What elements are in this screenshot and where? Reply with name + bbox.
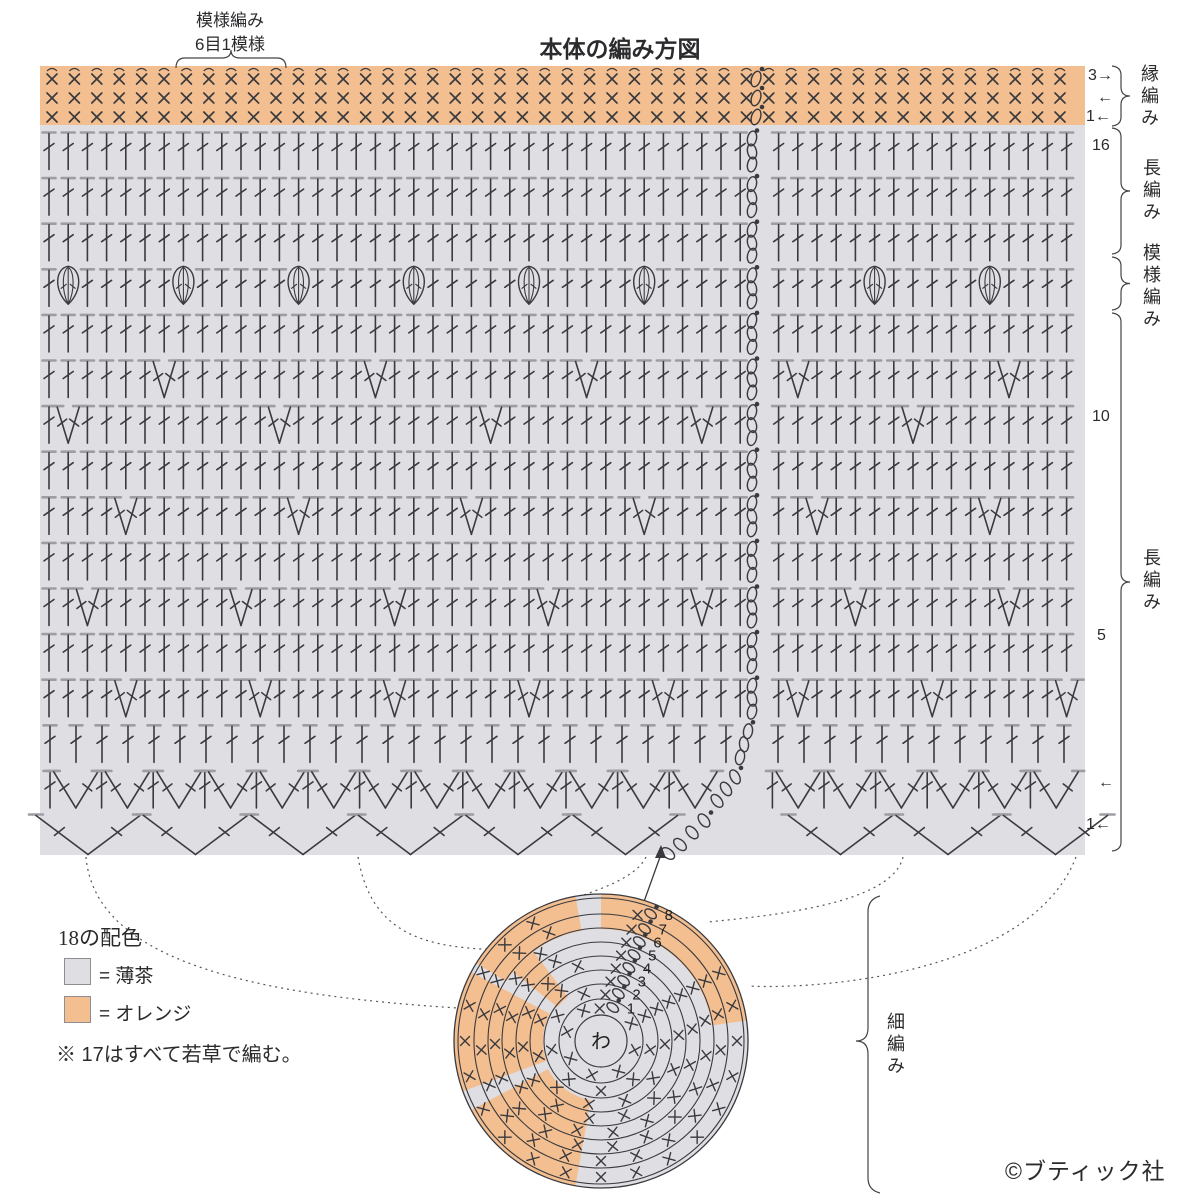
row-mark-3: 3→: [1088, 67, 1113, 84]
legend-swatch-orange: [64, 996, 91, 1023]
stitch-row-5: [41, 629, 1075, 675]
turning-chain: [746, 265, 760, 310]
ring-number-2: 2: [632, 987, 640, 1004]
orange-wedge: [601, 894, 747, 1026]
stitch-row-1: [27, 810, 1116, 861]
ring-number-4: 4: [643, 961, 651, 978]
color-note: ※ 17はすべて若草で編む。: [56, 1044, 302, 1066]
turning-chain: [734, 720, 756, 766]
stitch-row-6: [41, 584, 1075, 629]
row-mark-1-edge: 1←: [1086, 108, 1111, 125]
legend-label-light-brown: = 薄茶: [99, 966, 154, 987]
orange-wedge: [454, 1041, 547, 1092]
orange-wedge: [454, 971, 550, 1041]
magic-ring-label: わ: [591, 1031, 611, 1053]
stitch-row-12: [41, 310, 1075, 355]
side-label-edge-crochet: 縁編み: [1139, 64, 1159, 130]
row-mark-arrow-b: ←: [1098, 774, 1114, 791]
orange-wedge: [471, 1069, 591, 1186]
stitch-row-15: [41, 173, 1075, 219]
copyright: ©ブティック社: [1005, 1158, 1166, 1184]
ring-number-5: 5: [648, 948, 656, 965]
chart-background: [40, 66, 1085, 855]
legend-heading: 18の配色: [58, 926, 142, 950]
side-label-pattern-stitch: 模様編み: [1141, 243, 1161, 331]
circle-stitches: [459, 916, 743, 1183]
edge-band-stitches: [46, 66, 1066, 126]
ring-number-1: 1: [627, 1000, 635, 1017]
ring-number-3: 3: [638, 974, 646, 991]
row-mark-1-body: 1←: [1086, 816, 1111, 833]
chart-body-stitches: [27, 128, 1116, 861]
stitch-row-7: [41, 538, 1075, 583]
stitch-row-8: [41, 493, 1075, 538]
legend-label-orange: = オレンジ: [99, 1004, 192, 1025]
turning-chain: [746, 356, 760, 401]
turning-chain: [746, 128, 760, 173]
turning-chain: [746, 173, 760, 219]
row-mark-10: 10: [1092, 408, 1110, 425]
braces: [175, 49, 1131, 1194]
row-mark-16: 16: [1092, 137, 1110, 154]
stitch-row-14: [41, 219, 1075, 264]
side-label-double-crochet-main: 長編み: [1141, 548, 1161, 614]
ring-number-7: 7: [659, 922, 667, 939]
stitch-row-2: [42, 765, 1086, 809]
page-title: 本体の編み方図: [539, 36, 701, 62]
orange-wedge: [512, 951, 568, 1008]
turning-chain: [710, 765, 744, 809]
turning-chain: [746, 675, 760, 720]
turning-chain: [746, 219, 760, 264]
turning-chain: [746, 538, 760, 583]
turning-chain: [746, 493, 760, 538]
side-label-double-crochet-top: 長編み: [1141, 158, 1161, 224]
stitch-row-16: [41, 128, 1075, 173]
turning-chain: [746, 584, 760, 629]
stitch-row-10: [41, 401, 1075, 447]
ring-number-8: 8: [665, 907, 673, 924]
turning-chain: [746, 629, 760, 675]
stitch-row-9: [41, 447, 1075, 492]
stitch-row-13: [41, 265, 1075, 310]
stitch-row-11: [41, 356, 1075, 401]
stitch-row-3: [42, 720, 1072, 766]
legend-swatch-light-brown: [64, 958, 91, 985]
row-mark-arrow-a: ←: [1097, 89, 1113, 106]
pattern-repeat-label-line1: 模様編み: [196, 11, 264, 30]
pattern-repeat-label-line2: 6目1模様: [195, 35, 265, 54]
side-label-single-crochet-circle: 細編み: [885, 1012, 905, 1078]
ring-number-6: 6: [653, 935, 661, 952]
turning-chain: [746, 401, 760, 447]
row-mark-5: 5: [1097, 627, 1106, 644]
turning-chain: [746, 310, 760, 355]
turning-chain: [746, 447, 760, 492]
stitch-row-4: [41, 675, 1085, 720]
